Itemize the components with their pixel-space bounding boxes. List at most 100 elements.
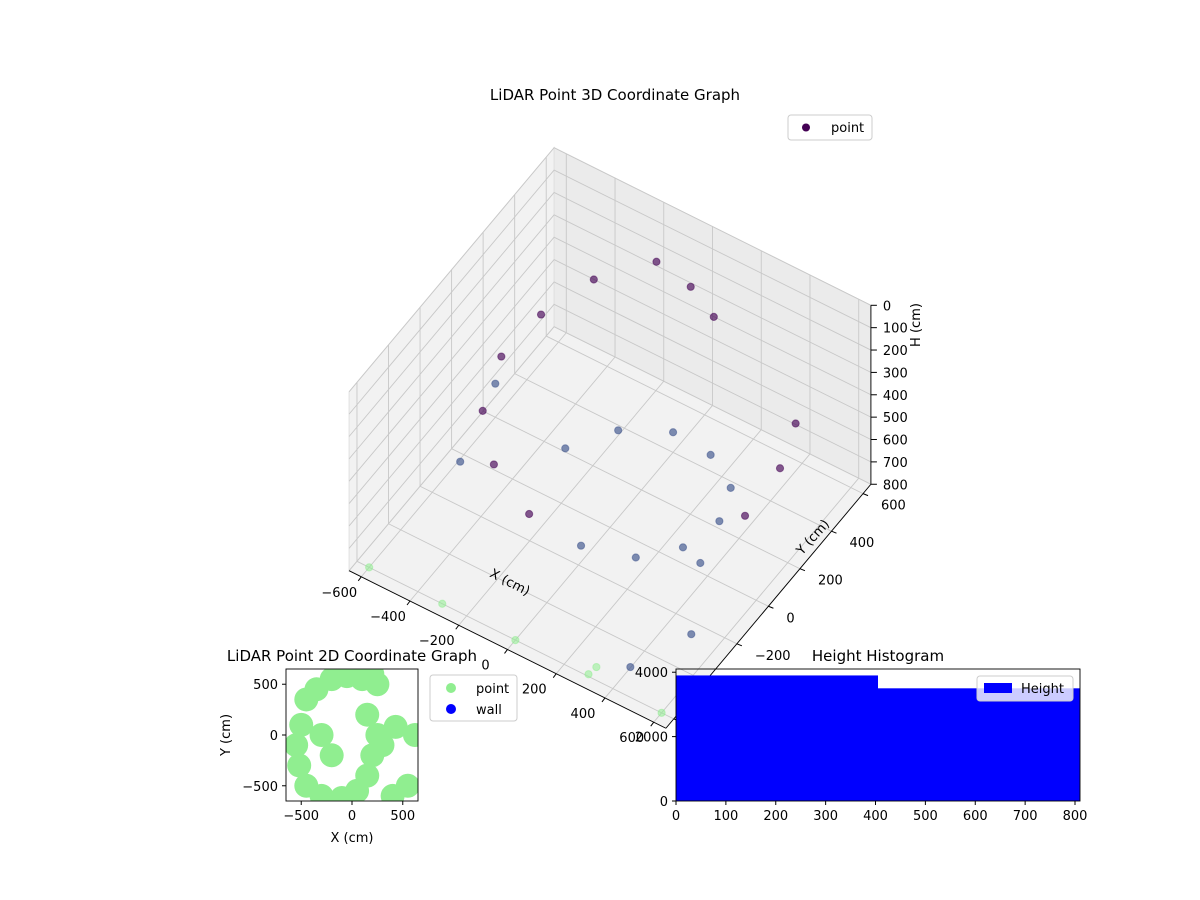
data-point: [309, 723, 334, 747]
legend-frame: [787, 114, 873, 141]
y-tick-label: 2000: [635, 731, 668, 746]
data-point: [289, 712, 314, 737]
z-grid-line: [348, 191, 872, 437]
x-tick-label: 400: [571, 707, 596, 722]
z-tick-label: 800: [883, 478, 908, 493]
data-point: [631, 553, 640, 562]
z-grid-line: [348, 214, 872, 460]
data-point: [525, 509, 534, 519]
x-tick-label: 0: [481, 658, 489, 673]
data-point: [491, 379, 500, 388]
2d-chart-title: LiDAR Point 2D Coordinate Graph: [227, 647, 477, 665]
point-series: [286, 669, 418, 801]
data-point: [592, 662, 601, 672]
data-point: [383, 714, 408, 739]
z-tick-label: 0: [883, 299, 891, 314]
data-point: [687, 630, 696, 639]
z-grid-line: [348, 281, 872, 527]
x-tick: [650, 721, 655, 727]
legend-label: point: [831, 121, 864, 136]
x-tick-label: 600: [619, 731, 644, 746]
data-point: [589, 275, 598, 284]
x-tick: [601, 697, 606, 703]
y-tick-label: −200: [755, 649, 791, 664]
data-point: [478, 406, 487, 415]
data-point: [696, 558, 705, 568]
histogram-bar: [878, 688, 1080, 801]
x-tick-label: 0: [672, 809, 680, 824]
data-point: [355, 702, 380, 727]
z-tick-label: 500: [883, 411, 908, 426]
x-tick-label: 800: [1063, 809, 1088, 824]
y-tick-label: 0: [270, 729, 278, 744]
x-tick-label: −400: [370, 610, 406, 625]
y-tick-label: 200: [818, 574, 843, 589]
data-point: [395, 773, 418, 798]
x-tick-label: 200: [763, 809, 788, 824]
y-tick-label: 0: [786, 611, 794, 626]
data-point: [287, 753, 312, 778]
x-axis-label: X (cm): [331, 831, 374, 846]
y-tick: [799, 568, 806, 572]
z-tick-label: 400: [883, 389, 908, 404]
data-point: [775, 464, 785, 473]
legend-2d: point wall: [429, 674, 518, 722]
x-tick-label: 300: [813, 809, 838, 824]
x-tick-label: −600: [321, 586, 357, 601]
x-tick-label: 500: [913, 809, 938, 824]
data-point: [402, 723, 418, 747]
data-point: [706, 450, 715, 459]
x-tick: [504, 649, 508, 654]
legend-frame: [976, 675, 1074, 702]
data-point: [791, 419, 800, 428]
y-tick: [862, 493, 869, 497]
3d-scatter-axes: LiDAR Point 3D Coordinate Graph −600 −400…: [321, 86, 924, 746]
x-tick-label: 200: [522, 683, 547, 698]
x-tick-label: 400: [863, 809, 888, 824]
y-tick-label: −500: [242, 780, 278, 795]
data-point: [715, 517, 724, 526]
legend-3d: point: [787, 114, 873, 141]
x-tick-label: −500: [283, 809, 319, 824]
data-point: [678, 543, 688, 552]
data-point: [561, 444, 570, 453]
data-point: [652, 257, 661, 266]
data-point: [536, 310, 546, 319]
x-tick: [455, 624, 460, 630]
data-point: [686, 282, 695, 291]
y-axis-label: Y (cm): [219, 714, 234, 757]
z-tick-label: 200: [883, 344, 908, 359]
z-grid-line: [348, 147, 872, 393]
data-point: [709, 312, 718, 322]
data-point: [489, 460, 498, 469]
z-grid-line: [348, 259, 872, 504]
z-tick-label: 700: [883, 456, 908, 471]
data-point: [497, 352, 506, 361]
y-tick-label: 4000: [635, 666, 668, 681]
z-tick-label: 100: [883, 322, 908, 337]
y-tick-label: 600: [881, 499, 906, 514]
data-point: [511, 636, 520, 645]
x-tick-label: 700: [1013, 809, 1038, 824]
data-point: [355, 763, 380, 788]
legend-swatch: [984, 683, 1012, 693]
x-tick-label: 500: [390, 809, 415, 824]
y-tick-label: 0: [660, 795, 668, 810]
y-tick: [831, 530, 837, 534]
z-grid-line: [348, 169, 872, 415]
y-tick: [736, 643, 743, 647]
z-grid-line: [348, 303, 872, 549]
z-tick-label: 300: [883, 366, 908, 381]
data-point: [370, 733, 395, 758]
legend-marker: [802, 123, 810, 132]
y-tick: [768, 605, 774, 609]
data-point: [740, 511, 750, 520]
z-grid-line: [348, 236, 872, 482]
x-tick: [357, 576, 362, 582]
data-point: [286, 733, 309, 758]
legend-marker-wall: [446, 704, 456, 714]
data-point: [456, 457, 465, 466]
z-axis-label: H (cm): [909, 303, 924, 347]
3d-chart-title: LiDAR Point 3D Coordinate Graph: [490, 86, 740, 104]
